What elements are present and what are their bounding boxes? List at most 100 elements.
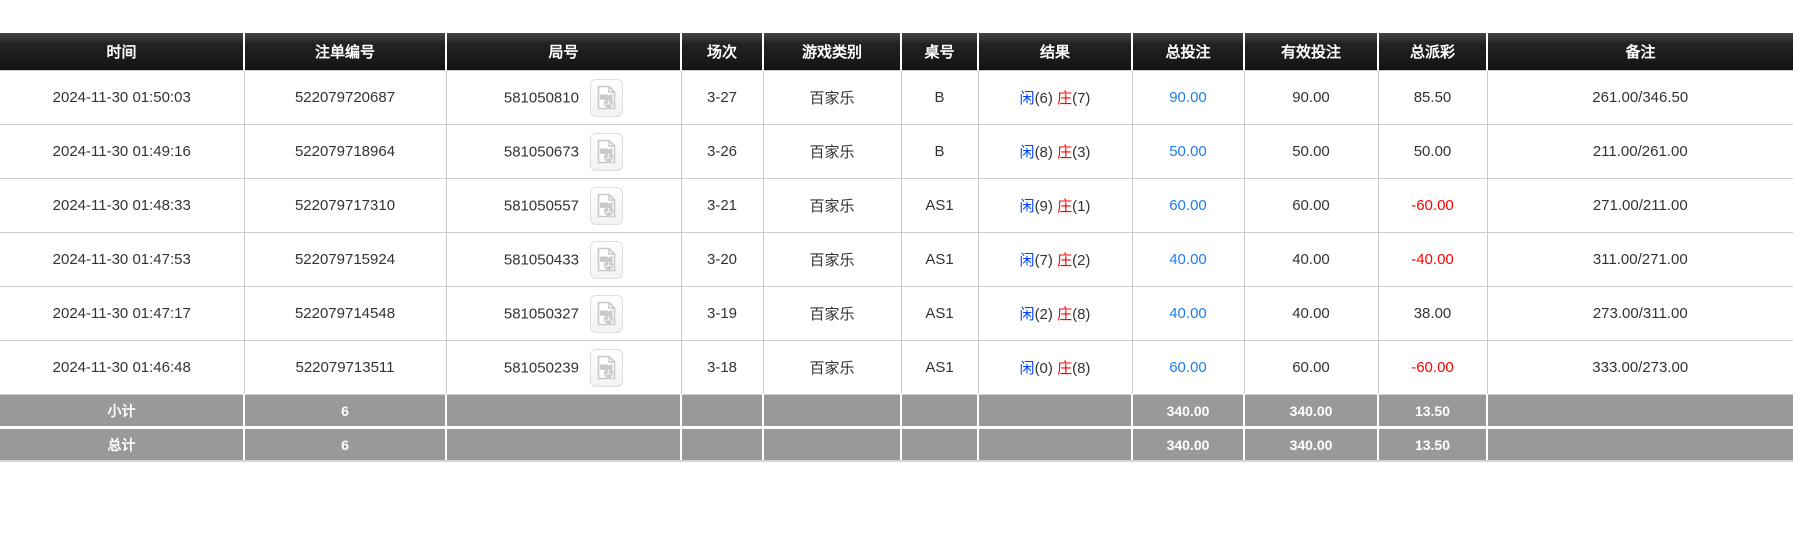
table-row: 2024-11-30 01:49:16 522079718964 581050673… [0, 124, 1793, 179]
cell-result: 闲(9) 庄(1) [977, 178, 1133, 233]
table-row: 2024-11-30 01:48:33 522079717310 581050557… [0, 178, 1793, 233]
summary-cell-remark [1487, 426, 1793, 462]
video-replay-icon [597, 85, 616, 110]
result-player-score: (2) [1034, 306, 1053, 323]
summary-cell-game_type [763, 394, 902, 428]
cell-result: 闲(2) 庄(8) [977, 286, 1133, 341]
summary-cell-order_no: 6 [244, 394, 447, 428]
cell-total_bet: 60.00 [1131, 178, 1245, 233]
result-banker-label: 庄 [1057, 90, 1073, 107]
cell-payout: 50.00 [1377, 124, 1488, 179]
cell-valid_bet: 40.00 [1243, 286, 1379, 341]
result-banker-score: (8) [1072, 360, 1091, 377]
cell-session: 3-19 [680, 286, 764, 341]
video-replay-button[interactable] [590, 240, 624, 279]
video-replay-button[interactable] [590, 294, 624, 333]
cell-total_bet: 60.00 [1131, 340, 1245, 395]
result-player-label: 闲 [1019, 306, 1035, 323]
cell-result: 闲(8) 庄(3) [977, 124, 1133, 179]
cell-valid_bet: 60.00 [1243, 340, 1379, 395]
result-banker-label: 庄 [1057, 306, 1073, 323]
round-number: 581050239 [503, 359, 579, 376]
summary-cell-session [681, 394, 764, 428]
video-replay-icon [597, 139, 616, 164]
result-player-score: (0) [1034, 360, 1053, 377]
result-banker-label: 庄 [1057, 144, 1073, 161]
cell-game_type: 百家乐 [762, 178, 902, 233]
cell-payout: -60.00 [1377, 340, 1488, 395]
summary-cell-game_type [763, 426, 902, 462]
column-header-payout: 总派彩 [1378, 33, 1488, 71]
column-header-session: 场次 [681, 33, 764, 71]
cell-round_no: 581050239 [445, 340, 682, 395]
column-header-order_no: 注单编号 [244, 33, 447, 71]
column-header-total_bet: 总投注 [1132, 33, 1245, 71]
cell-session: 3-27 [680, 70, 764, 125]
table-body: 2024-11-30 01:50:03 522079720687 581050810… [0, 70, 1793, 395]
bet-records-table: 时间 注单编号 局号 场次 游戏类别 桌号 结果 总投注 有效投注 总派彩 备注 2024-11-3… [0, 33, 1793, 462]
cell-game_type: 百家乐 [762, 340, 902, 395]
cell-time: 2024-11-30 01:48:33 [0, 178, 245, 233]
cell-total_bet: 40.00 [1131, 286, 1245, 341]
video-replay-button[interactable] [590, 78, 624, 117]
summary-cell-total_bet: 340.00 [1132, 426, 1245, 462]
cell-payout: 38.00 [1377, 286, 1488, 341]
cell-round_no: 581050433 [445, 232, 682, 287]
result-banker-score: (7) [1072, 90, 1091, 107]
video-replay-button[interactable] [590, 186, 624, 225]
cell-time: 2024-11-30 01:47:17 [0, 286, 245, 341]
result-player-label: 闲 [1019, 360, 1035, 377]
result-player-label: 闲 [1019, 198, 1035, 215]
cell-game_type: 百家乐 [762, 286, 902, 341]
table-row: 2024-11-30 01:50:03 522079720687 581050810… [0, 70, 1793, 125]
cell-valid_bet: 60.00 [1243, 178, 1379, 233]
cell-session: 3-18 [680, 340, 764, 395]
cell-session: 3-21 [680, 178, 764, 233]
table-summary: 小计 6 340.00 340.00 13.50 总计 6 340.00 340.00 13.50 [0, 394, 1793, 462]
cell-result: 闲(0) 庄(8) [977, 340, 1133, 395]
column-header-valid_bet: 有效投注 [1244, 33, 1379, 71]
cell-remark: 333.00/273.00 [1486, 340, 1793, 395]
video-replay-icon [597, 301, 616, 326]
result-banker-score: (2) [1072, 252, 1091, 269]
summary-cell-round_no [446, 426, 682, 462]
video-replay-button[interactable] [590, 132, 624, 171]
cell-order_no: 522079717310 [243, 178, 447, 233]
cell-remark: 261.00/346.50 [1486, 70, 1793, 125]
summary-cell-time: 小计 [0, 394, 245, 428]
video-replay-button[interactable] [590, 348, 624, 387]
summary-cell-payout: 13.50 [1378, 426, 1488, 462]
table-row: 2024-11-30 01:47:53 522079715924 581050433… [0, 232, 1793, 287]
video-replay-icon [597, 355, 616, 380]
result-banker-label: 庄 [1057, 360, 1073, 377]
column-header-result: 结果 [978, 33, 1133, 71]
cell-time: 2024-11-30 01:49:16 [0, 124, 245, 179]
cell-payout: -40.00 [1377, 232, 1488, 287]
cell-result: 闲(6) 庄(7) [977, 70, 1133, 125]
cell-order_no: 522079720687 [243, 70, 447, 125]
cell-table_no: AS1 [900, 286, 979, 341]
cell-game_type: 百家乐 [762, 232, 902, 287]
cell-order_no: 522079713511 [243, 340, 447, 395]
round-number: 581050810 [503, 89, 579, 106]
cell-remark: 211.00/261.00 [1486, 124, 1793, 179]
summary-cell-table_no [901, 426, 979, 462]
cell-time: 2024-11-30 01:47:53 [0, 232, 245, 287]
cell-round_no: 581050810 [445, 70, 682, 125]
cell-session: 3-20 [680, 232, 764, 287]
bet-records-panel: 时间 注单编号 局号 场次 游戏类别 桌号 结果 总投注 有效投注 总派彩 备注 2024-11-3… [0, 33, 1793, 462]
result-player-score: (8) [1034, 144, 1053, 161]
video-replay-icon [597, 193, 616, 218]
summary-cell-round_no [446, 394, 682, 428]
cell-payout: -60.00 [1377, 178, 1488, 233]
result-banker-score: (8) [1072, 306, 1091, 323]
cell-total_bet: 40.00 [1131, 232, 1245, 287]
cell-time: 2024-11-30 01:46:48 [0, 340, 245, 395]
cell-round_no: 581050557 [445, 178, 682, 233]
result-banker-label: 庄 [1057, 252, 1073, 269]
summary-cell-time: 总计 [0, 426, 245, 462]
cell-table_no: AS1 [900, 178, 979, 233]
cell-round_no: 581050673 [445, 124, 682, 179]
table-row: 2024-11-30 01:46:48 522079713511 581050239… [0, 340, 1793, 395]
summary-cell-valid_bet: 340.00 [1244, 394, 1379, 428]
